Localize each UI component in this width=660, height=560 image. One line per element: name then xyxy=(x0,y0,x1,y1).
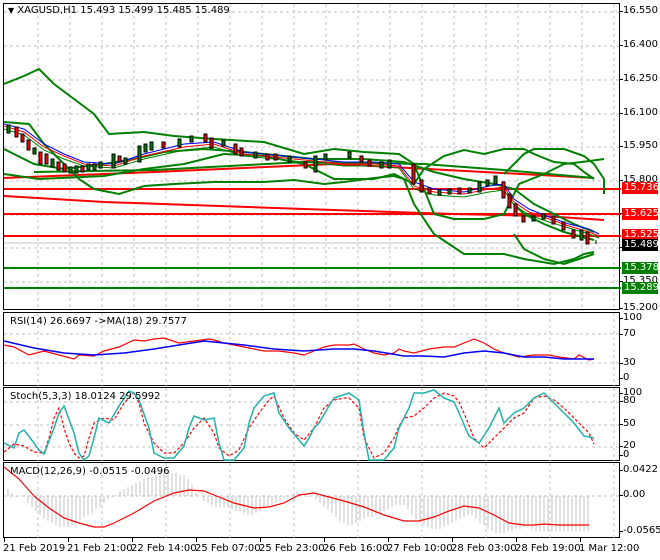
low-value: 15.485 xyxy=(156,5,192,16)
triangle-down-icon[interactable]: ▼ xyxy=(8,6,15,15)
stoch-tick: 80 xyxy=(620,395,636,406)
time-label: 22 Feb 14:00 xyxy=(131,543,197,554)
price-tick: 15.200 xyxy=(620,302,658,313)
price-tick: 15.800 xyxy=(620,174,658,185)
macd-tick: -0.0565 xyxy=(620,525,660,536)
macd-tick: 0.00 xyxy=(619,489,646,500)
time-label: 28 Feb 19:00 xyxy=(515,543,581,554)
level-label-support: 15.378 xyxy=(622,262,659,274)
macd-axis: 0.0422 0.00 -0.0565 xyxy=(619,462,660,538)
stochastic-axis: 100 80 50 20 0 xyxy=(619,387,660,461)
stochastic-panel[interactable]: Stoch(5,3,3) 18.0124 29.5992 xyxy=(3,387,621,462)
high-value: 15.499 xyxy=(118,5,154,16)
price-tick: 16.250 xyxy=(620,73,658,84)
symbol-label: XAGUSD,H1 xyxy=(17,5,78,16)
price-tick: 16.100 xyxy=(620,107,658,118)
time-label: 26 Feb 16:00 xyxy=(323,543,389,554)
macd-canvas xyxy=(4,463,621,539)
level-label-resistance: 15.525 xyxy=(622,229,659,241)
rsi-axis: 100 70 30 0 xyxy=(619,312,660,386)
level-label-support: 15.289 xyxy=(622,282,659,294)
stochastic-canvas xyxy=(4,388,621,462)
chart-title: ▼ XAGUSD,H1 15.493 15.499 15.485 15.489 xyxy=(8,5,230,16)
rsi-title: RSI(14) 26.6697 ->MA(18) 29.7577 xyxy=(10,316,187,327)
macd-title: MACD(12,26,9) -0.0515 -0.0496 xyxy=(10,466,170,477)
time-label: 21 Feb 21:00 xyxy=(67,543,133,554)
rsi-canvas xyxy=(4,313,621,387)
time-label: 28 Feb 03:00 xyxy=(451,543,517,554)
rsi-panel[interactable]: RSI(14) 26.6697 ->MA(18) 29.7577 xyxy=(3,312,621,387)
price-chart-canvas xyxy=(4,4,621,311)
price-tick: 15.350 xyxy=(620,275,658,286)
level-label-resistance: 15.736 xyxy=(622,182,659,194)
time-label: 25 Feb 23:00 xyxy=(259,543,325,554)
rsi-tick: 100 xyxy=(619,312,643,323)
price-axis[interactable]: 16.550 16.400 16.250 16.100 15.950 15.80… xyxy=(620,3,660,313)
current-price-label: 15.489 xyxy=(622,239,659,251)
close-value: 15.489 xyxy=(194,5,230,16)
grid-lines xyxy=(4,4,621,311)
price-tick: 16.550 xyxy=(620,5,658,16)
price-chart-panel[interactable]: ▼ XAGUSD,H1 15.493 15.499 15.485 15.489 xyxy=(3,3,621,311)
stoch-tick: 100 xyxy=(619,387,643,398)
price-tick: 15.950 xyxy=(620,140,658,151)
time-axis[interactable]: 21 Feb 2019 21 Feb 21:00 22 Feb 14:00 25… xyxy=(3,538,639,560)
support-resistance-levels xyxy=(4,188,621,289)
stoch-tick: 50 xyxy=(620,418,636,429)
stoch-tick: 0 xyxy=(619,449,630,460)
stoch-tick: 20 xyxy=(620,440,636,451)
rsi-tick: 70 xyxy=(620,328,636,339)
stochastic-title: Stoch(5,3,3) 18.0124 29.5992 xyxy=(10,391,161,402)
macd-histogram xyxy=(7,473,589,533)
macd-panel[interactable]: MACD(12,26,9) -0.0515 -0.0496 xyxy=(3,462,621,539)
time-label: 25 Feb 07:00 xyxy=(195,543,261,554)
time-label: 21 Feb 2019 xyxy=(3,543,66,554)
rsi-tick: 30 xyxy=(620,357,636,368)
rsi-tick: 0 xyxy=(619,372,630,383)
open-value: 15.493 xyxy=(80,5,116,16)
price-tick: 16.400 xyxy=(620,39,658,50)
level-label-resistance: 15.625 xyxy=(622,208,659,220)
time-label: 27 Feb 10:00 xyxy=(387,543,453,554)
time-label: 1 Mar 12:00 xyxy=(579,543,640,554)
macd-tick: 0.0422 xyxy=(620,464,658,475)
candles xyxy=(6,124,597,245)
